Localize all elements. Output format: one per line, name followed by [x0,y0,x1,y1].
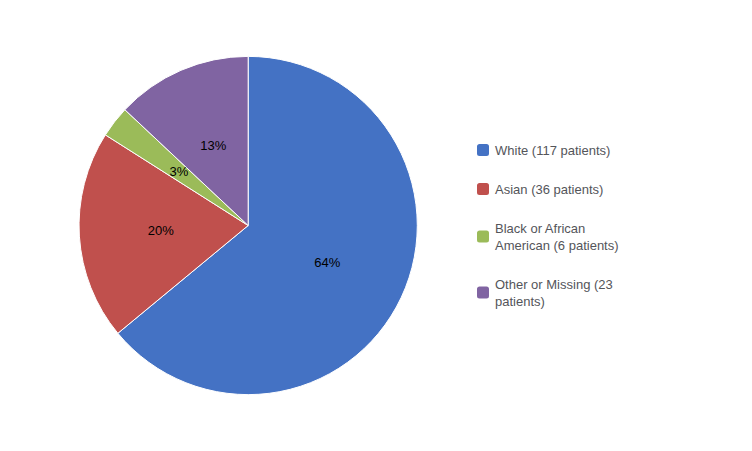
svg-text:20%: 20% [148,223,174,238]
svg-text:Asian (36 patients): Asian (36 patients) [495,182,603,197]
svg-text:64%: 64% [314,255,340,270]
svg-text:Other or Missing (23: Other or Missing (23 [495,277,613,292]
svg-text:13%: 13% [200,138,226,153]
svg-text:American (6 patients): American (6 patients) [495,238,619,253]
svg-text:patients): patients) [495,294,545,309]
svg-text:Black or African: Black or African [495,221,585,236]
svg-text:White (117 patients): White (117 patients) [495,143,610,158]
svg-text:3%: 3% [170,164,189,179]
